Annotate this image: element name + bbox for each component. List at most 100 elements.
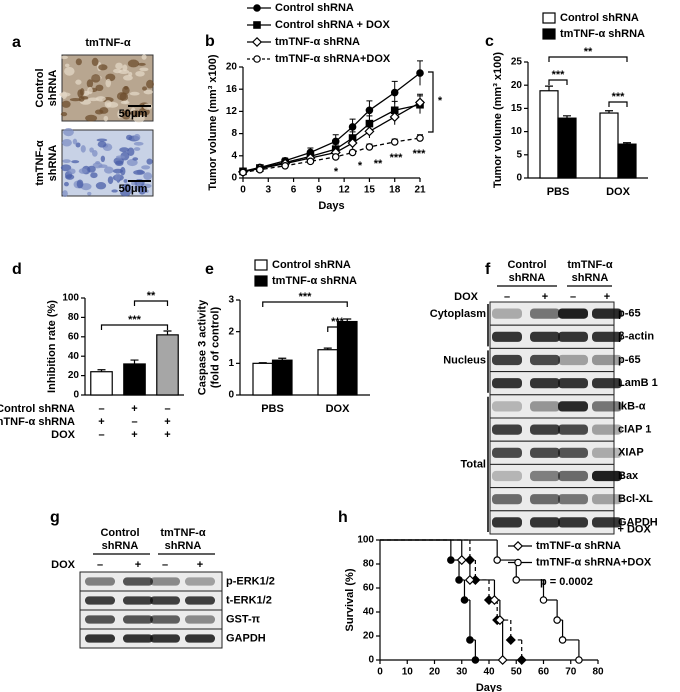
legend-label: tmTNF-α shRNA [560, 28, 645, 40]
cell [59, 92, 71, 97]
cell [75, 142, 81, 148]
band [85, 615, 115, 624]
legend-label: tmTNF-α shRNA [275, 36, 360, 48]
cell [128, 189, 134, 194]
band-label: GST-π [226, 613, 261, 625]
cell [91, 74, 101, 83]
legend-label: tmTNF-α shRNA+DOX [275, 53, 391, 65]
treatment-sign: – [162, 559, 168, 571]
cell [115, 172, 121, 181]
cell [60, 55, 69, 60]
band [530, 354, 560, 366]
cell [133, 133, 141, 141]
cell [115, 160, 124, 167]
data-point [516, 654, 527, 666]
cell [142, 86, 148, 91]
x-tick-label: PBS [261, 403, 284, 415]
cell [60, 164, 72, 172]
cell [60, 111, 68, 117]
band [492, 517, 522, 528]
cell [87, 165, 96, 173]
x-tick-label: 40 [483, 667, 495, 678]
cell [75, 58, 82, 66]
cell [64, 63, 70, 68]
legend-swatch [542, 12, 556, 24]
treatment-sign: + [135, 559, 141, 571]
group-label: Control [100, 527, 139, 539]
legend-label: Control shRNA [275, 2, 354, 14]
panel-label: g [50, 509, 60, 526]
cell [69, 98, 81, 102]
cell [133, 170, 145, 175]
group-label: Control [507, 259, 546, 271]
x-tick-label: 3 [266, 185, 272, 196]
y-tick-label: 16 [226, 84, 238, 95]
x-tick-label: 6 [291, 185, 297, 196]
x-tick-label: 0 [240, 185, 246, 196]
significance-label: *** [299, 291, 313, 303]
data-point [466, 636, 474, 644]
y-axis-label: Tumor volume (mm³ x100) [492, 52, 504, 188]
band [530, 378, 560, 389]
y-tick-label: 0 [73, 390, 79, 401]
cell [143, 89, 153, 95]
cell [86, 79, 94, 88]
row-label: Control [34, 68, 46, 107]
legend-swatch [542, 28, 556, 40]
cell [122, 86, 130, 95]
y-tick-label: 0 [228, 390, 234, 401]
data-point [456, 554, 467, 566]
band [123, 596, 153, 605]
cell [104, 100, 112, 108]
cell [77, 89, 84, 98]
y-tick-label: 20 [511, 80, 523, 91]
band [592, 470, 622, 482]
treatment-label: DOX [454, 291, 479, 303]
cell [91, 57, 99, 67]
cell [96, 138, 108, 142]
cell [87, 86, 93, 95]
y-tick-label: 2 [228, 326, 234, 337]
y-axis-label: (fold of control) [209, 307, 221, 389]
y-tick-label: 80 [363, 559, 375, 570]
data-point [331, 137, 340, 146]
data-point [455, 576, 463, 584]
legend-marker [512, 540, 524, 552]
band [492, 424, 522, 435]
band [530, 447, 560, 458]
group-label: shRNA [572, 272, 609, 284]
group-label: tmTNF-α [567, 259, 612, 271]
bar [252, 362, 274, 396]
band [592, 447, 622, 458]
cell [143, 172, 153, 181]
data-point [460, 596, 469, 604]
cell [121, 183, 132, 191]
band-label: Bcl-XL [618, 493, 653, 505]
band [558, 308, 588, 319]
y-tick-label: 20 [226, 62, 238, 73]
condition-label: DOX [51, 429, 76, 441]
band [185, 577, 215, 586]
band [123, 634, 153, 643]
significance-label: ** [147, 290, 156, 302]
bar [123, 363, 146, 396]
cell [133, 141, 144, 146]
cell [117, 109, 122, 119]
band [558, 424, 588, 435]
significance-bracket [428, 71, 434, 133]
data-point [575, 656, 583, 664]
band [592, 378, 622, 389]
legend-label: Control shRNA [272, 259, 351, 271]
legend-marker [514, 558, 522, 567]
band [492, 494, 522, 505]
band [592, 494, 622, 505]
significance-label: * [358, 160, 363, 172]
data-point [331, 153, 340, 161]
legend-marker [251, 36, 263, 48]
y-tick-label: 1 [228, 358, 234, 369]
x-axis-label: Days [476, 682, 502, 692]
treatment-sign: + [604, 291, 610, 303]
band [530, 517, 560, 528]
group-label: tmTNF-α [160, 527, 205, 539]
band-label: p-65 [618, 354, 641, 366]
